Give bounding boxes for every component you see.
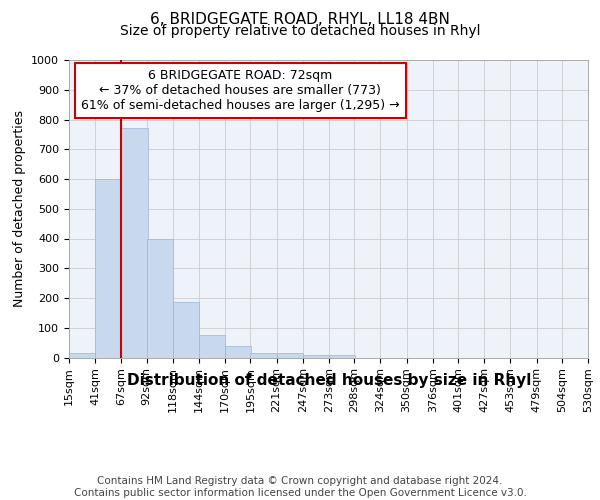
- Bar: [225, 346, 251, 358]
- Bar: [277, 353, 303, 358]
- Bar: [199, 335, 225, 357]
- Bar: [329, 354, 355, 358]
- Bar: [69, 353, 95, 358]
- Text: Size of property relative to detached houses in Rhyl: Size of property relative to detached ho…: [120, 24, 480, 38]
- Bar: [95, 179, 121, 358]
- Bar: [173, 302, 199, 358]
- Bar: [121, 128, 148, 358]
- Text: Distribution of detached houses by size in Rhyl: Distribution of detached houses by size …: [127, 372, 531, 388]
- Y-axis label: Number of detached properties: Number of detached properties: [13, 110, 26, 307]
- Text: Contains HM Land Registry data © Crown copyright and database right 2024.
Contai: Contains HM Land Registry data © Crown c…: [74, 476, 526, 498]
- Bar: [303, 354, 329, 358]
- Bar: [250, 353, 277, 358]
- Text: 6, BRIDGEGATE ROAD, RHYL, LL18 4BN: 6, BRIDGEGATE ROAD, RHYL, LL18 4BN: [150, 12, 450, 28]
- Text: 6 BRIDGEGATE ROAD: 72sqm
← 37% of detached houses are smaller (773)
61% of semi-: 6 BRIDGEGATE ROAD: 72sqm ← 37% of detach…: [81, 69, 400, 112]
- Bar: [146, 238, 173, 358]
